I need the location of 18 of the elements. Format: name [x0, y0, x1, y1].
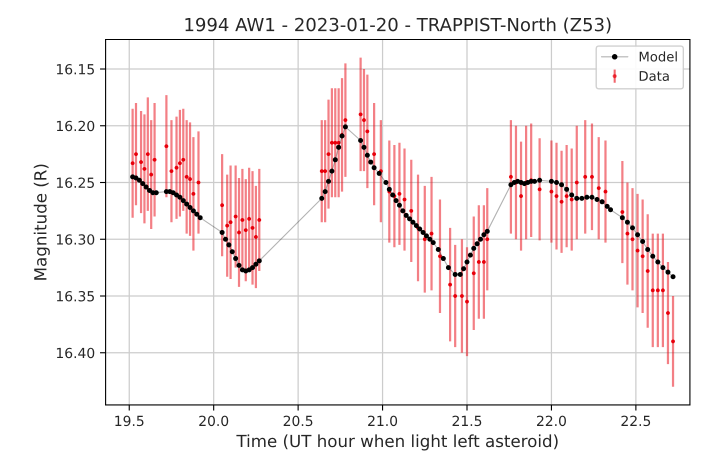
y-axis-title: Magnitude (R)	[34, 164, 50, 280]
x-tick-label: 21.5	[452, 416, 482, 426]
y-tick-label: 16.15	[56, 64, 94, 74]
chart-title: 1994 AW1 - 2023-01-20 - TRAPPIST-North (Z53)	[185, 17, 611, 34]
x-axis-title: Time (UT hour when light left asteroid)	[236, 434, 558, 451]
y-tick-label: 16.20	[56, 120, 94, 132]
legend-label: Model	[640, 51, 677, 62]
y-tick-label: 16.25	[56, 177, 94, 188]
x-tick-label: 21.0	[368, 416, 398, 426]
x-tick-label: 20.0	[199, 416, 228, 426]
x-tick-label: 20.5	[284, 416, 312, 426]
legend-label: Data	[640, 71, 669, 81]
x-tick-label: 19.5	[115, 416, 144, 426]
y-tick-label: 16.40	[56, 348, 94, 358]
x-tick-label: 22.0	[536, 416, 566, 426]
y-tick-label: 16.30	[56, 234, 94, 245]
y-tick-label: 16.35	[56, 290, 94, 302]
x-tick-label: 22.5	[621, 416, 650, 426]
